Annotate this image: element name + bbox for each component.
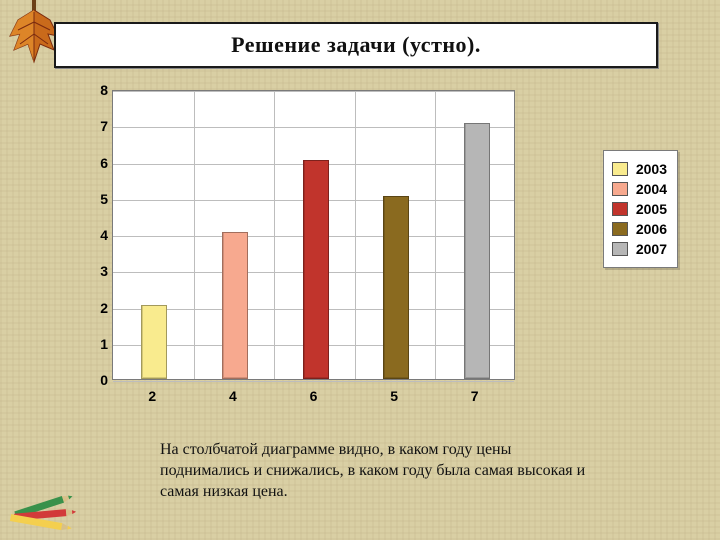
legend-item: 2006 [612,219,667,239]
gridline-h [113,127,514,128]
x-tick-label: 7 [471,388,479,404]
x-tick-label: 5 [390,388,398,404]
bar-2006 [383,196,409,379]
crayons-decoration [10,492,80,532]
x-tick-label: 2 [148,388,156,404]
y-tick-label: 0 [80,372,108,388]
y-tick-label: 2 [80,300,108,316]
legend-item: 2005 [612,199,667,219]
y-tick-label: 5 [80,191,108,207]
legend-label: 2005 [636,201,667,217]
legend-swatch [612,162,628,176]
legend-label: 2006 [636,221,667,237]
legend-item: 2004 [612,179,667,199]
legend-swatch [612,202,628,216]
y-tick-label: 4 [80,227,108,243]
slide-title: Решение задачи (устно). [231,32,481,58]
legend-swatch [612,242,628,256]
legend-item: 2007 [612,239,667,259]
legend-item: 2003 [612,159,667,179]
bar-2004 [222,232,248,379]
gridline-h [113,381,514,382]
y-tick-label: 6 [80,155,108,171]
y-tick-label: 7 [80,118,108,134]
bar-2003 [141,305,167,380]
slide: Решение задачи (устно). 0 1 2 3 4 5 6 7 8 2 4 6 5 7 2… [0,0,720,540]
bar-2005 [303,160,329,380]
plot-area [112,90,515,380]
legend-label: 2003 [636,161,667,177]
gridline-h [113,91,514,92]
bar-2007 [464,123,490,379]
caption-text: На столбчатой диаграмме видно, в каком г… [160,440,600,502]
legend-swatch [612,182,628,196]
gridline-v [435,91,436,379]
legend-swatch [612,222,628,236]
title-box: Решение задачи (устно). [54,22,658,68]
y-tick-label: 8 [80,82,108,98]
x-tick-label: 4 [229,388,237,404]
legend: 2003 2004 2005 2006 2007 [603,150,678,268]
gridline-v [355,91,356,379]
y-tick-label: 1 [80,336,108,352]
bar-chart: 0 1 2 3 4 5 6 7 8 2 4 6 5 7 [80,80,515,412]
legend-label: 2004 [636,181,667,197]
y-tick-label: 3 [80,263,108,279]
x-tick-label: 6 [310,388,318,404]
legend-label: 2007 [636,241,667,257]
gridline-v [194,91,195,379]
gridline-v [274,91,275,379]
